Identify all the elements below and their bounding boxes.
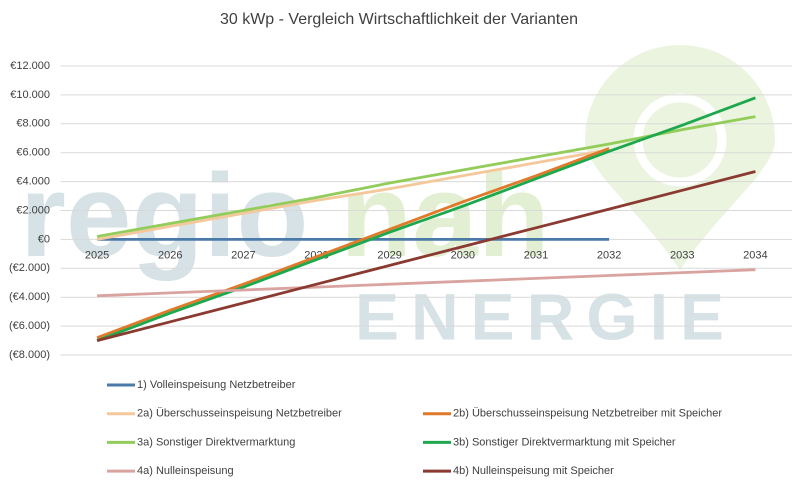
y-tick-label: €12.000 (10, 60, 50, 72)
x-tick-label: 2025 (85, 249, 109, 261)
chart-title: 30 kWp - Vergleich Wirtschaftlichkeit de… (220, 11, 578, 28)
watermark-text: regio (20, 150, 309, 282)
x-tick-label: 2029 (377, 249, 401, 261)
y-tick-label: €8.000 (16, 118, 50, 130)
x-tick-label: 2027 (231, 249, 255, 261)
y-tick-label: €6.000 (16, 147, 50, 159)
legend-label: 4b) Nulleinspeisung mit Speicher (453, 465, 614, 477)
y-tick-label: €0 (38, 233, 50, 245)
y-tick-label: (€2.000) (9, 262, 50, 274)
legend-label: 2b) Überschusseinspeisung Netzbetreiber … (453, 408, 722, 420)
x-tick-label: 2034 (743, 249, 767, 261)
y-tick-label: (€4.000) (9, 291, 50, 303)
series-line (96, 147, 610, 340)
legend-label: 3b) Sonstiger Direktvermarktung mit Spei… (453, 436, 676, 448)
x-tick-label: 2030 (451, 249, 475, 261)
watermark-pin (585, 45, 775, 270)
watermark-text: ENERGIE (355, 279, 736, 353)
x-tick-label: 2026 (158, 249, 182, 261)
x-tick-label: 2033 (670, 249, 694, 261)
y-tick-label: €4.000 (16, 176, 50, 188)
legend-label: 4a) Nulleinspeisung (137, 465, 234, 477)
legend-label: 2a) Überschusseinspeisung Netzbetreiber (137, 408, 342, 420)
y-tick-label: (€6.000) (9, 320, 50, 332)
x-tick-label: 2032 (597, 249, 621, 261)
series-line (97, 268, 756, 298)
x-tick-label: 2031 (524, 249, 548, 261)
watermark-text: nah (340, 150, 550, 282)
legend-label: 3a) Sonstiger Direktvermarktung (137, 436, 295, 448)
series-line (96, 96, 756, 342)
series-line (96, 170, 756, 342)
y-tick-label: (€8.000) (9, 349, 50, 361)
y-tick-label: €2.000 (16, 204, 50, 216)
y-tick-label: €10.000 (10, 89, 50, 101)
series-line (96, 148, 610, 241)
legend-label: 1) Volleinspeisung Netzbetreiber (137, 379, 296, 391)
watermark: regio nah ENERGIE (20, 45, 775, 353)
